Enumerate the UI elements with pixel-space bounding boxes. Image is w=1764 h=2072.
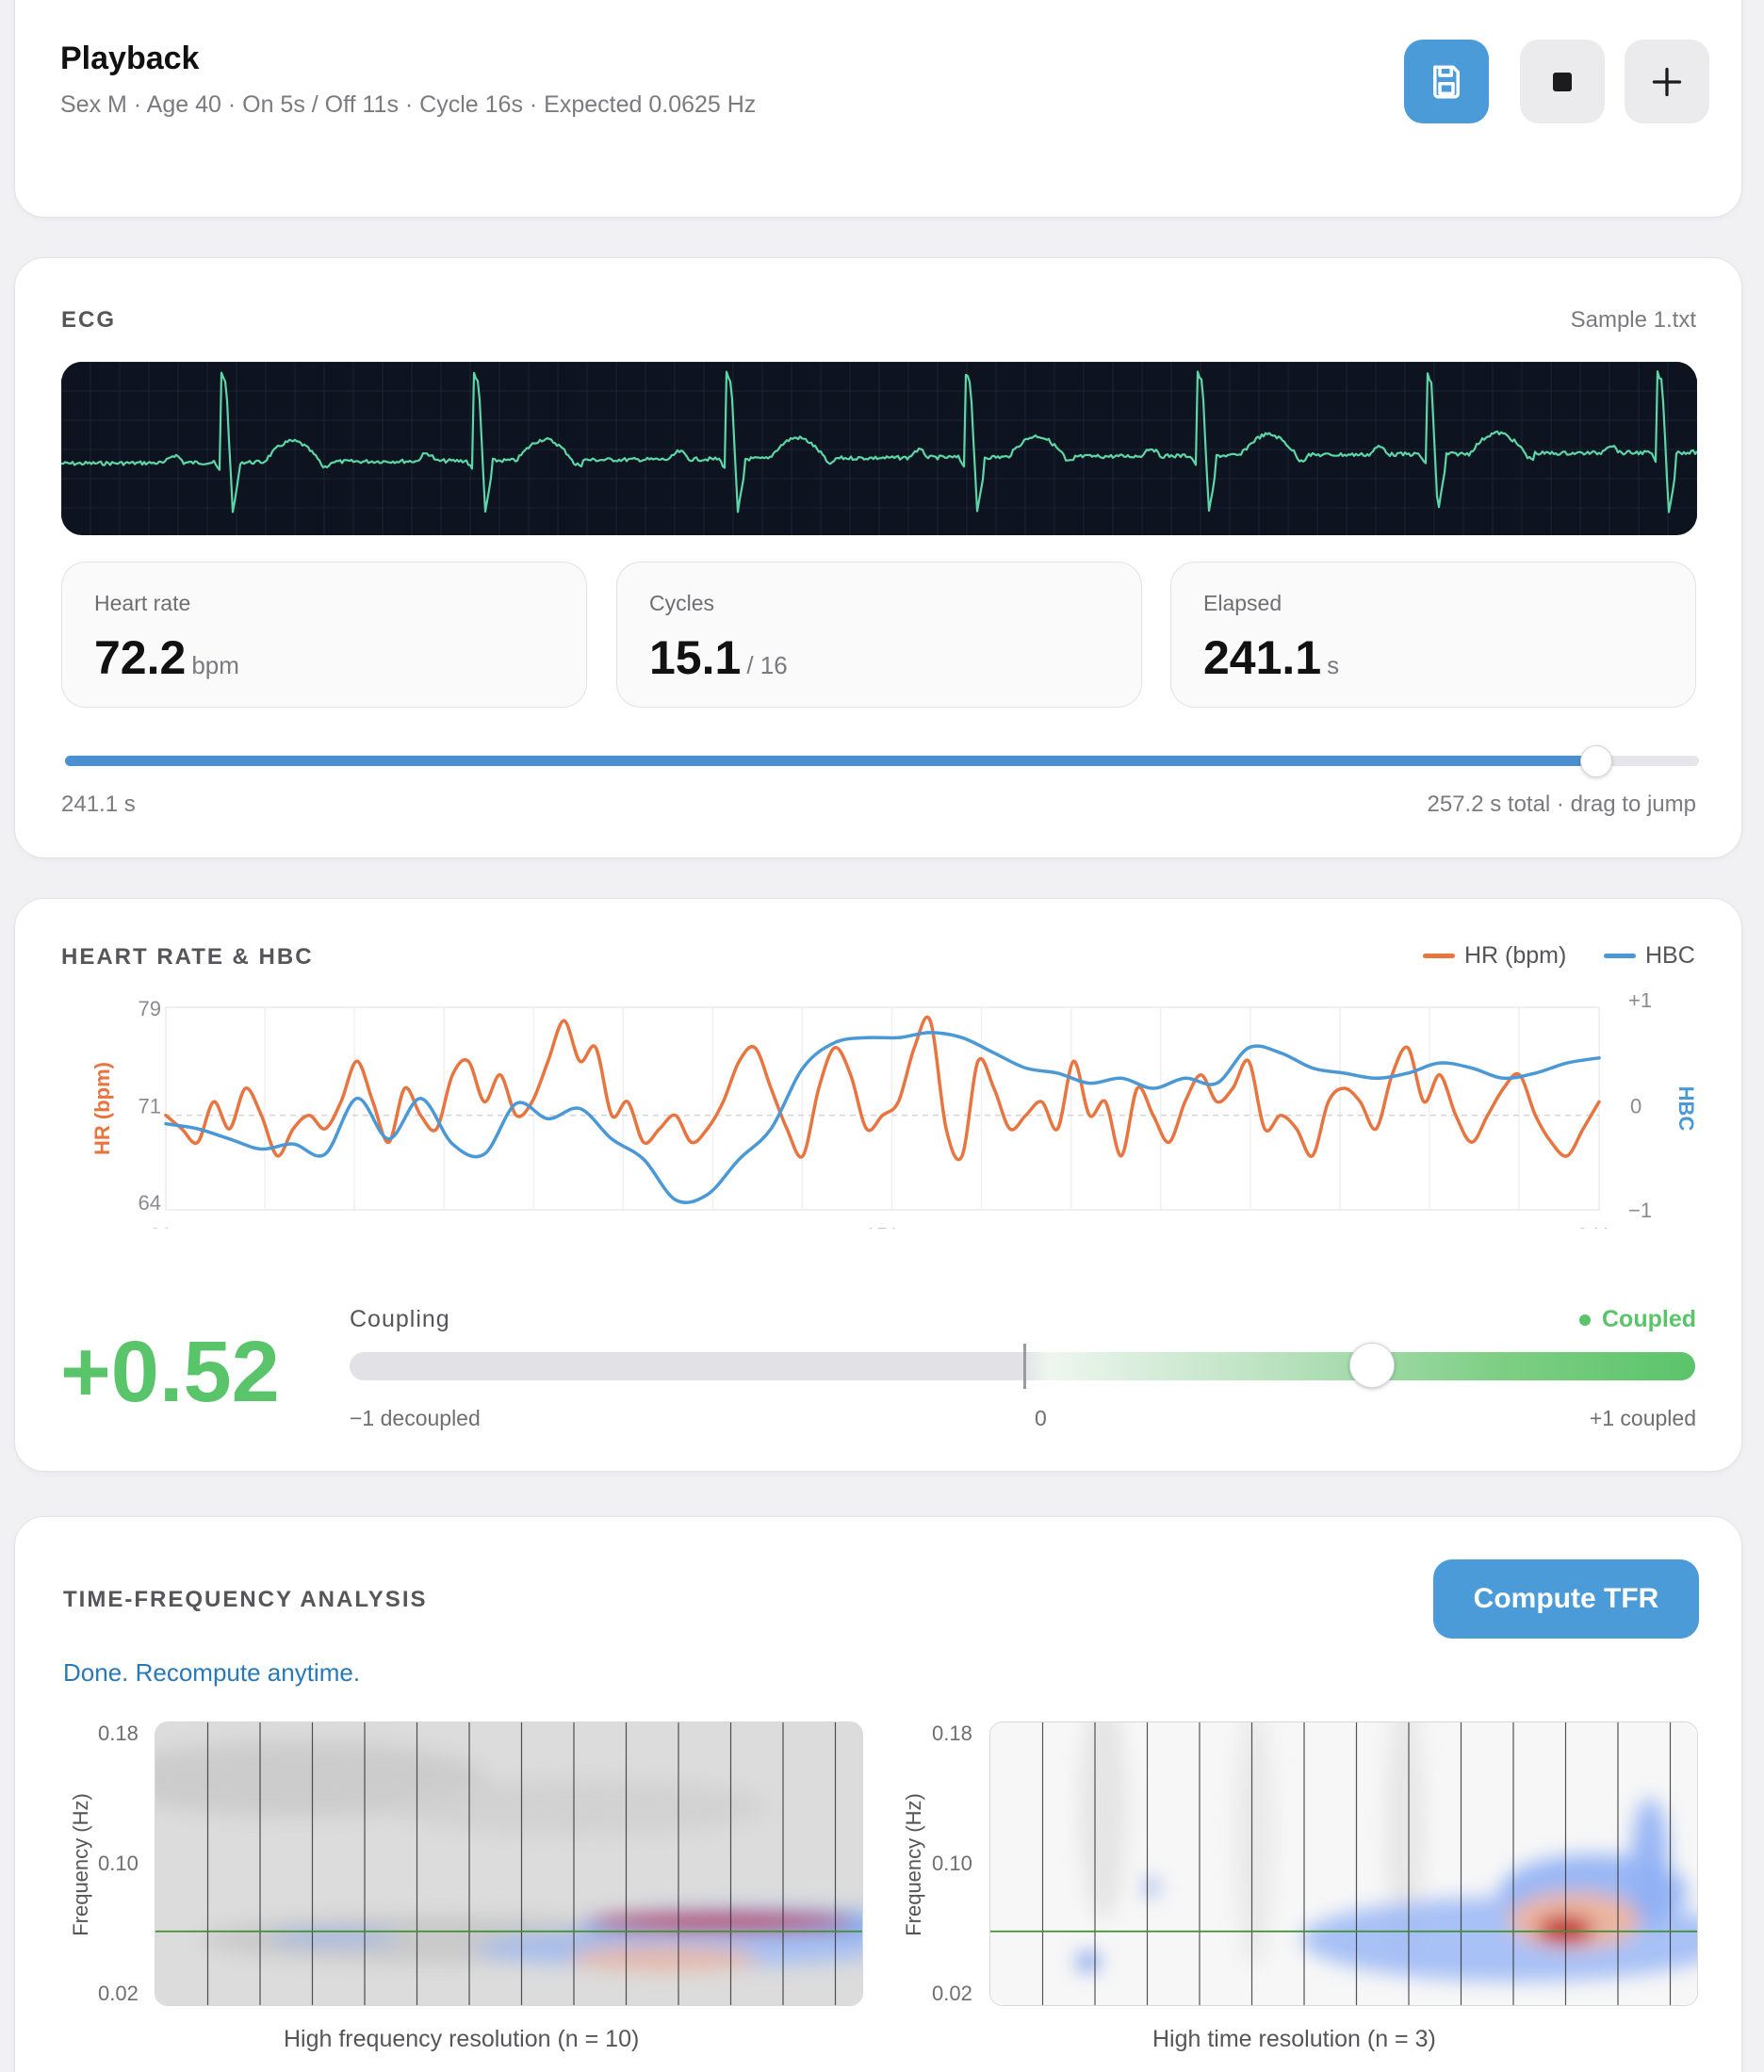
y-left-tick: 64 bbox=[139, 1191, 161, 1215]
freq-tick: 0.18 bbox=[98, 1721, 139, 1745]
stop-icon bbox=[1553, 72, 1572, 91]
coupling-title: Coupling bbox=[350, 1306, 450, 1332]
chart-frame bbox=[165, 1006, 1600, 1211]
hr-hbc-section-label: HEART RATE & HBC bbox=[61, 944, 314, 970]
tfr-caption: High time resolution (n = 3) bbox=[1152, 2026, 1436, 2052]
total-label: 257.2 s total · drag to jump bbox=[1427, 791, 1697, 817]
page-title: Playback bbox=[60, 41, 200, 76]
coupling-zero-marker bbox=[1023, 1344, 1026, 1389]
playback-card: Playback Sex M · Age 40 · On 5s / Off 11… bbox=[14, 0, 1742, 218]
coupling-gauge bbox=[350, 1352, 1695, 1380]
scrubber-handle[interactable] bbox=[1580, 745, 1613, 777]
stat-elapsed: Elapsed 241.1 s bbox=[1170, 562, 1696, 708]
coupling-mid-label: 0 bbox=[1035, 1406, 1047, 1430]
tfr-panel-high-freq bbox=[155, 1721, 863, 2006]
y-right-axis-label: HBC bbox=[1674, 1086, 1698, 1132]
stat-value: 15.1/ 16 bbox=[649, 631, 788, 684]
session-subtitle: Sex M · Age 40 · On 5s / Off 11s · Cycle… bbox=[60, 91, 757, 118]
legend-hbc: HBC bbox=[1604, 942, 1695, 970]
plus-icon bbox=[1652, 67, 1682, 96]
elapsed-label: 241.1 s bbox=[61, 791, 136, 817]
x-tick: 241s bbox=[1576, 1224, 1622, 1229]
y-left-tick: 71 bbox=[139, 1095, 161, 1118]
hbc-series-line bbox=[164, 1031, 1601, 1204]
freq-axis-label: Frequency (Hz) bbox=[902, 1793, 925, 1936]
y-right-tick: 0 bbox=[1630, 1095, 1642, 1118]
stat-heart-rate: Heart rate 72.2 bpm bbox=[61, 562, 587, 708]
playback-scrubber[interactable] bbox=[65, 745, 1699, 777]
freq-tick: 0.10 bbox=[932, 1852, 972, 1875]
stat-label: Heart rate bbox=[94, 591, 191, 615]
coupling-status: Coupled bbox=[1579, 1306, 1696, 1333]
x-tick: 61s bbox=[149, 1224, 182, 1229]
y-right-tick: −1 bbox=[1628, 1199, 1652, 1222]
tfr-panel-high-time bbox=[989, 1721, 1698, 2006]
scrubber-fill bbox=[65, 756, 1597, 766]
ecg-section-label: ECG bbox=[61, 307, 117, 333]
coupling-min-label: −1 decoupled bbox=[350, 1406, 481, 1430]
save-button[interactable] bbox=[1404, 40, 1489, 123]
freq-axis-label: Frequency (Hz) bbox=[69, 1793, 92, 1936]
tfr-section-label: TIME-FREQUENCY ANALYSIS bbox=[63, 1587, 428, 1612]
stat-cycles: Cycles 15.1/ 16 bbox=[616, 562, 1142, 708]
legend-hr: HR (bpm) bbox=[1423, 942, 1566, 970]
stat-label: Cycles bbox=[649, 591, 715, 615]
y-left-tick: 79 bbox=[139, 997, 161, 1020]
coupling-max-label: +1 coupled bbox=[1589, 1406, 1696, 1430]
save-icon bbox=[1433, 65, 1460, 98]
ecg-trace bbox=[61, 362, 1697, 535]
freq-tick: 0.02 bbox=[932, 1982, 972, 2005]
x-tick: 151s bbox=[865, 1224, 910, 1229]
tfr-card: TIME-FREQUENCY ANALYSIS Compute TFR Done… bbox=[14, 1516, 1742, 2072]
coupling-indicator bbox=[1349, 1343, 1396, 1388]
tfr-status-text: Done. Recompute anytime. bbox=[63, 1658, 361, 1687]
file-name: Sample 1.txt bbox=[1570, 307, 1696, 333]
coupling-value: +0.52 bbox=[60, 1324, 280, 1420]
y-right-tick: +1 bbox=[1628, 993, 1652, 1012]
hr-hbc-chart: 79 71 64 +1 0 −1 61s 151s 241s HR (bpm) HBC bbox=[90, 993, 1698, 1229]
tfr-caption: High frequency resolution (n = 10) bbox=[284, 2026, 640, 2052]
freq-tick: 0.10 bbox=[98, 1852, 139, 1875]
stat-value: 241.1 s bbox=[1203, 631, 1340, 684]
ecg-waveform bbox=[61, 370, 1697, 514]
freq-tick: 0.02 bbox=[98, 1982, 139, 2005]
stat-value: 72.2 bpm bbox=[94, 631, 239, 684]
status-dot-icon bbox=[1579, 1313, 1591, 1326]
freq-tick: 0.18 bbox=[932, 1721, 972, 1745]
compute-tfr-button[interactable]: Compute TFR bbox=[1433, 1559, 1699, 1639]
y-left-axis-label: HR (bpm) bbox=[90, 1062, 114, 1155]
hr-hbc-card: HEART RATE & HBC HR (bpm) HBC 79 71 64 +1 0 −… bbox=[14, 898, 1742, 1472]
ecg-card: ECG Sample 1.txt Heart rate 72.2 bpm Cycl… bbox=[14, 257, 1742, 858]
stat-label: Elapsed bbox=[1203, 591, 1282, 615]
stop-button[interactable] bbox=[1520, 40, 1605, 123]
hr-series-line bbox=[164, 1015, 1601, 1162]
add-button[interactable] bbox=[1625, 40, 1709, 123]
